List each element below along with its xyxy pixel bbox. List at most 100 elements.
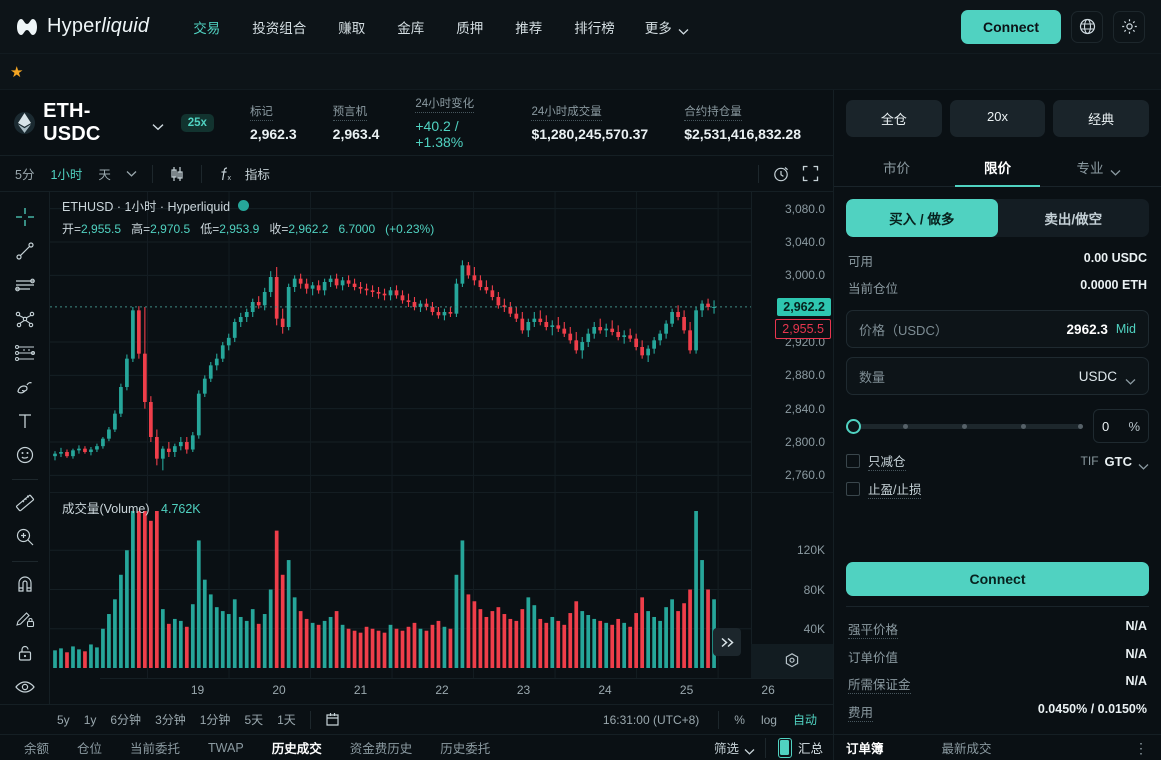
timeframe-5m[interactable]: 5分 — [15, 168, 35, 182]
size-percent-input[interactable]: 0 % — [1093, 409, 1149, 443]
tp-sl-checkbox[interactable] — [846, 482, 860, 496]
reduce-only-checkbox[interactable] — [846, 454, 860, 468]
nav-item-portfolio[interactable]: 投资组合 — [252, 20, 307, 36]
tif-label: TIF — [1080, 454, 1099, 468]
tp-sl-label[interactable]: 止盈/止损 — [868, 479, 922, 499]
size-input-field[interactable]: 数量 USDC — [846, 357, 1149, 395]
current-position-row: 当前仓位 0.0000 ETH — [834, 274, 1161, 301]
horizontal-lines-icon[interactable] — [8, 268, 42, 301]
price-input-value[interactable]: 2962.3 — [1066, 321, 1108, 337]
tab-limit-order[interactable]: 限价 — [947, 147, 1048, 187]
text-icon[interactable] — [8, 404, 42, 437]
volume-pane[interactable]: 成交量(Volume) 4.762K 120K80K40K11.768K — [50, 492, 833, 678]
order-connect-button[interactable]: Connect — [846, 562, 1149, 596]
market-pair-selector[interactable]: ETH-USDC 25x — [14, 100, 214, 146]
nav-item-earn[interactable]: 赚取 — [338, 20, 366, 36]
toolbar-divider — [200, 164, 202, 183]
stat-label: 24小时成交量 — [531, 103, 602, 121]
tab-order-history[interactable]: 历史委托 — [440, 742, 491, 756]
zoom-in-icon[interactable] — [8, 521, 42, 554]
pencil-lock-icon[interactable] — [8, 603, 42, 636]
settings-target-icon[interactable] — [751, 644, 833, 678]
size-unit-selector[interactable]: USDC — [1079, 369, 1136, 385]
candlestick-plot[interactable] — [50, 192, 833, 492]
leverage-selector[interactable]: 20x — [949, 100, 1046, 137]
lock-icon[interactable] — [8, 637, 42, 670]
range-1m[interactable]: 1分钟 — [199, 713, 231, 727]
range-6m[interactable]: 6分钟 — [110, 713, 142, 727]
range-5y[interactable]: 5y — [57, 712, 70, 727]
range-5d[interactable]: 5天 — [244, 713, 264, 727]
tab-open-orders[interactable]: 当前委托 — [130, 742, 181, 756]
leverage-badge[interactable]: 25x — [180, 113, 214, 132]
pitchfork-icon[interactable] — [8, 302, 42, 335]
nav-item-referral[interactable]: 推荐 — [515, 20, 543, 36]
ruler-icon[interactable] — [8, 487, 42, 520]
tab-recent-trades[interactable]: 最新成交 — [941, 742, 992, 756]
kebab-menu-icon[interactable]: ⋮ — [1134, 739, 1149, 756]
layout-mode-classic[interactable]: 经典 — [1053, 100, 1150, 137]
slider-tick — [902, 423, 908, 429]
side-sell-short-button[interactable]: 卖出/做空 — [1044, 212, 1103, 227]
range-1d[interactable]: 1天 — [277, 713, 296, 727]
tab-pro-order[interactable]: 专业 — [1048, 147, 1149, 186]
crosshair-icon[interactable] — [8, 200, 42, 233]
summary-toggle[interactable] — [777, 737, 792, 758]
fib-retracement-icon[interactable] — [8, 336, 42, 369]
magnet-icon[interactable] — [8, 569, 42, 602]
star-icon[interactable]: ★ — [10, 63, 24, 81]
indicators-button[interactable]: 指标 — [244, 168, 270, 182]
brush-icon[interactable] — [8, 370, 42, 403]
nav-item-stake[interactable]: 质押 — [456, 20, 484, 36]
chevron-down-icon[interactable] — [120, 166, 143, 181]
tab-twap[interactable]: TWAP — [208, 740, 244, 755]
brand-logo-group[interactable]: Hyperliquid — [16, 15, 149, 38]
price-input-right: 2962.3 Mid — [1067, 322, 1136, 337]
position-value: 0.0000 ETH — [1080, 278, 1147, 292]
nav-item-vault[interactable]: 金库 — [397, 20, 425, 36]
tab-funding-history[interactable]: 资金费历史 — [349, 742, 413, 756]
tab-trade-history[interactable]: 历史成交 — [271, 742, 322, 756]
gear-icon[interactable] — [1113, 10, 1145, 43]
globe-icon[interactable] — [1071, 10, 1103, 43]
side-buy-long-button[interactable]: 买入 / 做多 — [846, 199, 998, 237]
price-input-field[interactable]: 价格（USDC） 2962.3 Mid — [846, 310, 1149, 348]
tab-balances[interactable]: 余额 — [24, 742, 50, 756]
margin-mode-cross[interactable]: 全仓 — [846, 100, 942, 137]
timeframe-1h[interactable]: 1小时 — [50, 168, 83, 182]
price-axis-tick: 2,800.0 — [784, 435, 825, 449]
reduce-only-label[interactable]: 只减仓 — [868, 451, 906, 471]
calendar-icon[interactable] — [318, 707, 347, 732]
candlestick-icon[interactable] — [162, 161, 192, 187]
summary-label: 汇总 — [797, 742, 823, 756]
slider-knob[interactable] — [846, 418, 861, 434]
alert-clock-icon[interactable] — [766, 161, 796, 187]
connect-button[interactable]: Connect — [961, 9, 1061, 44]
scale-auto-toggle[interactable]: 自动 — [792, 713, 817, 727]
timeframe-1d[interactable]: 天 — [98, 168, 111, 182]
tab-positions[interactable]: 仓位 — [77, 742, 103, 756]
trendline-icon[interactable] — [8, 234, 42, 267]
tab-orderbook[interactable]: 订单簿 — [846, 742, 884, 756]
range-3m[interactable]: 3分钟 — [155, 713, 186, 727]
fullscreen-icon[interactable] — [796, 161, 825, 186]
tif-selector[interactable]: TIF GTC — [1080, 454, 1149, 470]
price-pane[interactable]: ETHUSD · 1小时 · Hyperliquid 开=2,955.5 高=2… — [50, 192, 833, 492]
scale-log-toggle[interactable]: log — [760, 712, 777, 727]
price-axis[interactable]: 3,080.0 3,040.0 3,000.0 2,920.0 2,880.0 2,840… — [751, 192, 833, 492]
tab-market-order[interactable]: 市价 — [883, 161, 910, 176]
nav-item-leaderboard[interactable]: 排行榜 — [574, 20, 615, 36]
emoji-icon[interactable] — [8, 439, 42, 472]
size-slider[interactable] — [846, 418, 1084, 434]
filter-dropdown[interactable]: 筛选 — [714, 738, 755, 757]
chevron-right-double-icon[interactable] — [713, 628, 741, 656]
function-icon[interactable]: x — [211, 161, 241, 187]
size-input-label: 数量 — [859, 369, 886, 385]
eye-icon[interactable] — [8, 671, 42, 704]
nav-item-trade[interactable]: 交易 — [193, 20, 221, 36]
range-1y[interactable]: 1y — [83, 712, 97, 727]
nav-item-more[interactable]: 更多 — [631, 11, 703, 43]
price-mid-button[interactable]: Mid — [1115, 322, 1136, 336]
scale-percent-toggle[interactable]: % — [734, 712, 745, 727]
time-axis[interactable]: 19 20 21 22 23 24 25 26 — [100, 678, 833, 704]
